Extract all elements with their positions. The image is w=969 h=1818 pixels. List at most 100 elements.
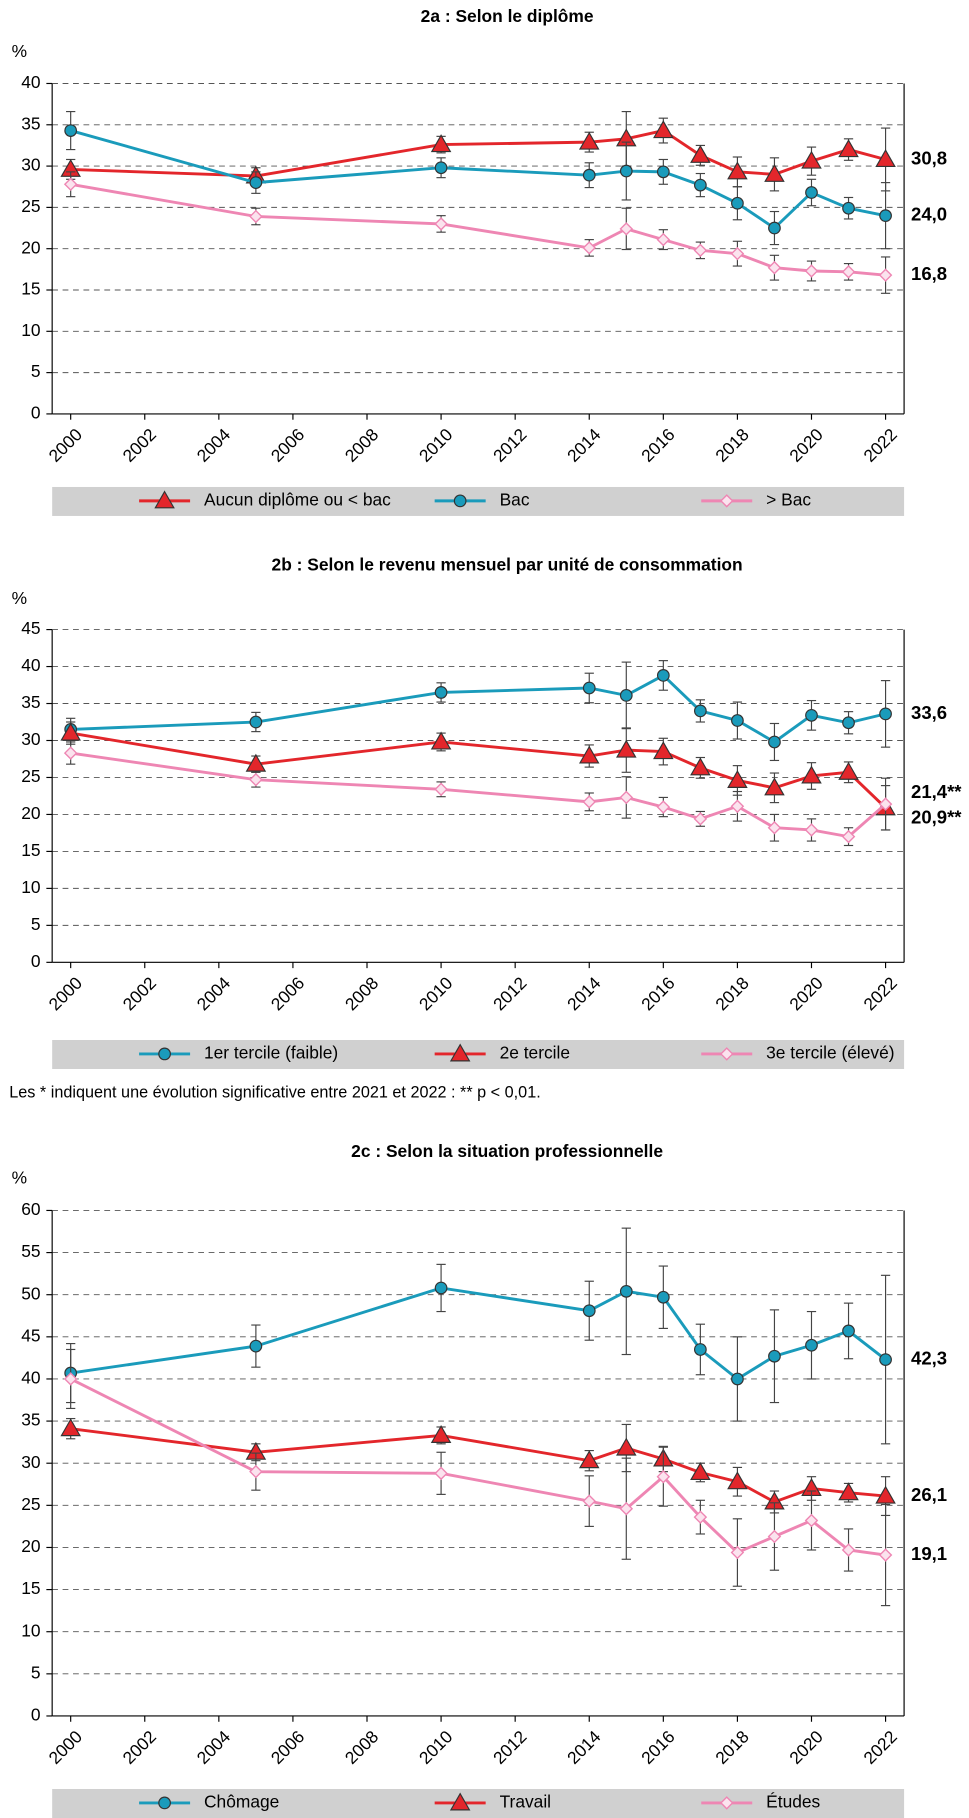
x-tick-label: 2006 bbox=[267, 1726, 308, 1767]
chart-title: 2b : Selon le revenu mensuel par unité d… bbox=[272, 554, 743, 574]
x-tick-label: 2022 bbox=[859, 424, 900, 465]
marker bbox=[875, 1485, 896, 1504]
marker bbox=[582, 168, 596, 182]
marker bbox=[656, 232, 671, 247]
x-tick-label: 2002 bbox=[119, 973, 160, 1014]
marker bbox=[245, 753, 267, 772]
marker bbox=[453, 494, 467, 508]
legend-label: Études bbox=[766, 1792, 820, 1812]
marker bbox=[653, 741, 674, 760]
y-tick-label: 15 bbox=[21, 279, 40, 299]
marker bbox=[804, 823, 819, 837]
series bbox=[60, 1417, 896, 1517]
y-tick-label: 10 bbox=[21, 877, 40, 897]
marker bbox=[804, 264, 819, 278]
line bbox=[70, 129, 886, 230]
marker bbox=[430, 731, 452, 750]
legend-label: > Bac bbox=[766, 489, 811, 509]
y-tick-label: 30 bbox=[21, 729, 40, 749]
x-tick-label: 2008 bbox=[341, 1726, 382, 1767]
legend-label: Bac bbox=[500, 489, 530, 509]
marker bbox=[578, 131, 600, 150]
y-tick-label: 20 bbox=[21, 1536, 40, 1556]
x-tick-label: 2010 bbox=[415, 424, 456, 465]
legend-label: Travail bbox=[500, 1792, 551, 1812]
marker bbox=[719, 1047, 734, 1061]
line bbox=[70, 182, 886, 277]
marker bbox=[878, 268, 893, 282]
marker bbox=[693, 704, 707, 718]
marker bbox=[430, 1424, 452, 1443]
marker bbox=[690, 144, 711, 163]
y-tick-label: 15 bbox=[21, 1578, 40, 1598]
x-tick-label: 2014 bbox=[563, 1726, 605, 1768]
x-tick-label: 2018 bbox=[711, 973, 752, 1014]
end-label: 33,6 bbox=[911, 702, 947, 723]
x-tick-label: 2010 bbox=[415, 973, 456, 1014]
x-tick-label: 2010 bbox=[415, 1726, 456, 1767]
marker bbox=[653, 120, 674, 139]
line bbox=[70, 731, 887, 809]
marker bbox=[842, 716, 855, 730]
x-tick-label: 2002 bbox=[119, 1726, 160, 1767]
chart-title: 2c : Selon la situation professionnelle bbox=[351, 1141, 663, 1161]
marker bbox=[249, 1339, 263, 1353]
marker bbox=[690, 757, 711, 776]
note: Les * indiquent une évolution significat… bbox=[9, 1084, 540, 1102]
marker bbox=[60, 722, 81, 741]
marker bbox=[690, 1462, 711, 1481]
marker bbox=[430, 134, 452, 153]
marker bbox=[619, 222, 634, 236]
end-label: 42,3 bbox=[911, 1347, 947, 1368]
marker bbox=[805, 1338, 818, 1352]
line bbox=[70, 1377, 886, 1557]
marker bbox=[879, 1353, 892, 1366]
y-tick-label: 35 bbox=[21, 692, 40, 712]
y-tick-label: 60 bbox=[21, 1199, 40, 1219]
y-tick-label: 45 bbox=[21, 1325, 40, 1345]
end-label: 16,8 bbox=[911, 263, 947, 284]
marker bbox=[768, 221, 781, 235]
marker bbox=[449, 1792, 471, 1811]
y-tick-label: 50 bbox=[21, 1283, 40, 1303]
y-tick-label: 20 bbox=[21, 237, 40, 257]
y-tick-label: 25 bbox=[21, 1494, 40, 1514]
x-tick-label: 2002 bbox=[119, 424, 160, 465]
y-tick-label: 35 bbox=[21, 1410, 40, 1430]
y-tick-label: 25 bbox=[21, 196, 40, 216]
x-tick-label: 2000 bbox=[45, 973, 86, 1014]
marker bbox=[730, 1545, 745, 1560]
marker bbox=[158, 1796, 171, 1810]
legend-label: Aucun diplôme ou < bac bbox=[204, 489, 391, 509]
end-label: 19,1 bbox=[911, 1543, 947, 1564]
marker bbox=[768, 1349, 781, 1363]
x-tick-label: 2000 bbox=[45, 424, 86, 465]
marker bbox=[582, 1494, 597, 1508]
y-unit: % bbox=[12, 41, 27, 61]
end-label: 26,1 bbox=[911, 1484, 947, 1505]
x-tick-label: 2020 bbox=[785, 973, 826, 1014]
x-tick-label: 2018 bbox=[711, 1726, 752, 1767]
series bbox=[60, 721, 896, 831]
marker bbox=[582, 241, 597, 255]
x-tick-label: 2006 bbox=[267, 424, 308, 465]
marker bbox=[838, 1482, 859, 1501]
legend-label: 3e tercile (élevé) bbox=[766, 1043, 894, 1063]
marker bbox=[619, 164, 633, 178]
x-tick-label: 2008 bbox=[341, 424, 382, 465]
marker bbox=[841, 829, 856, 844]
end-label: 20,9** bbox=[911, 807, 962, 828]
marker bbox=[805, 186, 818, 199]
y-tick-label: 10 bbox=[21, 320, 40, 340]
marker bbox=[805, 708, 818, 722]
marker bbox=[801, 765, 822, 784]
y-tick-label: 5 bbox=[31, 1662, 41, 1682]
y-unit: % bbox=[12, 1168, 27, 1188]
marker bbox=[838, 139, 859, 158]
marker bbox=[619, 1284, 633, 1298]
marker bbox=[841, 265, 856, 279]
marker bbox=[249, 715, 263, 729]
marker bbox=[582, 1304, 596, 1318]
marker bbox=[582, 681, 596, 695]
